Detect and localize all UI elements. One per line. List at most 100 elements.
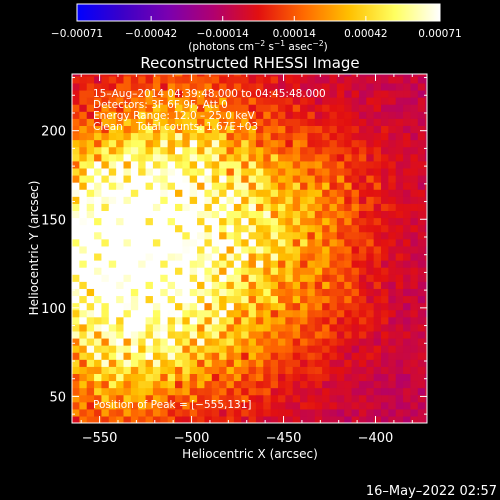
- heatmap-cell: [285, 316, 294, 325]
- heatmap-cell: [116, 125, 125, 134]
- heatmap-cell: [255, 260, 264, 268]
- heatmap-cell: [358, 224, 367, 233]
- heatmap-cell: [410, 260, 419, 268]
- heatmap-cell: [395, 380, 404, 389]
- heatmap-cell: [108, 295, 117, 304]
- heatmap-cell: [410, 323, 419, 332]
- heatmap-cell: [138, 316, 147, 325]
- heatmap-cell: [403, 104, 412, 112]
- heatmap-cell: [248, 153, 257, 162]
- heatmap-cell: [79, 224, 88, 233]
- heatmap-cell: [388, 74, 397, 77]
- heatmap-cell: [329, 174, 338, 183]
- heatmap-cell: [116, 74, 125, 77]
- heatmap-cell: [373, 160, 382, 169]
- heatmap-cell: [219, 373, 228, 382]
- heatmap-cell: [79, 260, 88, 268]
- heatmap-cell: [211, 97, 220, 105]
- heatmap-cell: [197, 295, 206, 304]
- heatmap-cell: [204, 74, 213, 77]
- heatmap-cell: [292, 394, 301, 403]
- heatmap-cell: [351, 132, 360, 141]
- heatmap-cell: [366, 359, 375, 367]
- heatmap-cell: [197, 252, 206, 261]
- heatmap-cell: [322, 252, 331, 261]
- heatmap-cell: [175, 203, 183, 212]
- heatmap-cell: [189, 401, 198, 410]
- heatmap-cell: [373, 323, 382, 332]
- heatmap-cell: [189, 316, 198, 325]
- heatmap-cell: [79, 323, 88, 332]
- heatmap-cell: [182, 295, 191, 304]
- heatmap-cell: [116, 345, 125, 353]
- heatmap-cell: [292, 387, 301, 396]
- heatmap-cell: [248, 238, 257, 247]
- heatmap-cell: [94, 153, 103, 162]
- heatmap-cell: [270, 295, 279, 304]
- heatmap-cell: [86, 231, 95, 240]
- heatmap-cell: [425, 330, 427, 339]
- heatmap-cell: [366, 380, 375, 389]
- heatmap-cell: [381, 231, 389, 240]
- heatmap-cell: [278, 316, 286, 325]
- heatmap-cell: [351, 182, 360, 190]
- heatmap-cell: [79, 330, 88, 339]
- heatmap-cell: [263, 252, 272, 261]
- heatmap-cell: [152, 118, 161, 126]
- heatmap-cell: [189, 132, 198, 141]
- heatmap-cell: [226, 89, 235, 98]
- heatmap-cell: [329, 196, 338, 204]
- heatmap-cell: [175, 217, 183, 226]
- heatmap-cell: [322, 104, 331, 112]
- heatmap-cell: [204, 366, 213, 374]
- heatmap-cell: [285, 408, 294, 417]
- heatmap-cell: [160, 288, 169, 297]
- heatmap-cell: [329, 125, 338, 134]
- heatmap-cell: [167, 82, 176, 91]
- heatmap-cell: [336, 245, 345, 254]
- heatmap-cell: [395, 245, 404, 254]
- heatmap-cell: [314, 139, 323, 148]
- heatmap-cell: [138, 387, 147, 396]
- heatmap-cell: [72, 146, 80, 155]
- heatmap-cell: [292, 174, 301, 183]
- heatmap-cell: [204, 352, 213, 360]
- heatmap-cell: [307, 394, 316, 403]
- heatmap-cell: [292, 316, 301, 325]
- heatmap-cell: [263, 89, 272, 98]
- heatmap-cell: [373, 330, 382, 339]
- heatmap-cell: [300, 153, 309, 162]
- heatmap-cell: [189, 97, 198, 105]
- heatmap-cell: [94, 238, 103, 247]
- heatmap-cell: [86, 160, 95, 169]
- heatmap-cell: [336, 295, 345, 304]
- heatmap-cell: [233, 97, 242, 105]
- heatmap-cell: [160, 132, 169, 141]
- heatmap-cell: [344, 415, 353, 423]
- heatmap-cell: [152, 373, 161, 382]
- heatmap-cell: [152, 217, 161, 226]
- heatmap-cell: [351, 146, 360, 155]
- heatmap-cell: [263, 139, 272, 148]
- heatmap-cell: [336, 288, 345, 297]
- heatmap-cell: [300, 139, 309, 148]
- heatmap-cell: [373, 111, 382, 119]
- heatmap-cell: [388, 408, 397, 417]
- heatmap-cell: [307, 352, 316, 360]
- heatmap-cell: [292, 125, 301, 134]
- heatmap-cell: [417, 281, 426, 289]
- heatmap-cell: [182, 182, 191, 190]
- heatmap-cell: [403, 295, 412, 304]
- heatmap-cell: [167, 295, 176, 304]
- heatmap-cell: [182, 352, 191, 360]
- heatmap-cell: [344, 274, 353, 282]
- heatmap-cell: [314, 196, 323, 204]
- heatmap-cell: [108, 132, 117, 141]
- heatmap-cell: [255, 125, 264, 134]
- heatmap-cell: [263, 125, 272, 134]
- heatmap-cell: [123, 260, 132, 268]
- heatmap-cell: [79, 118, 88, 126]
- heatmap-cell: [94, 160, 103, 169]
- heatmap-cell: [403, 82, 412, 91]
